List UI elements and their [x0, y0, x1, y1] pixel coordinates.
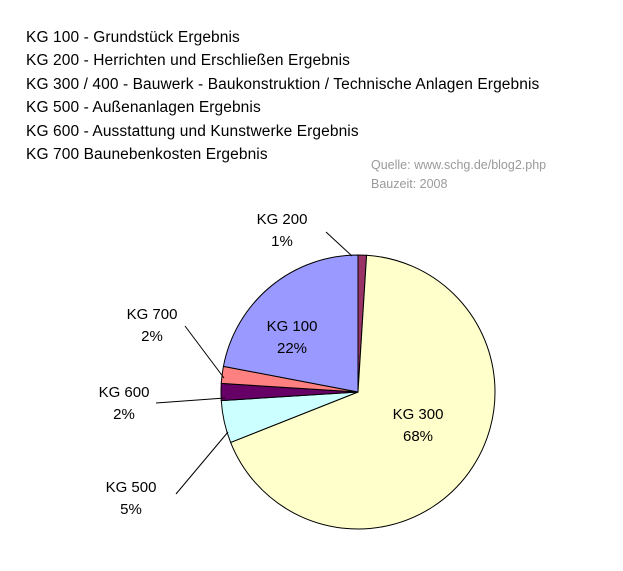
category-list: KG 100 - Grundstück Ergebnis KG 200 - He… — [26, 26, 539, 166]
leader-line — [155, 397, 226, 404]
slice-percent-label: 22% — [277, 340, 307, 357]
slice-name-label: KG 200 — [257, 211, 308, 228]
pie-slice-kg-100 — [222, 254, 359, 393]
slice-percent-label: 1% — [271, 233, 293, 250]
slice-percent-label: 68% — [403, 428, 433, 445]
slice-name-label: KG 300 — [393, 406, 444, 423]
category-item: KG 200 - Herrichten und Erschließen Erge… — [26, 52, 351, 70]
build-year-line: Bauzeit: 2008 — [371, 177, 448, 191]
pie-slice-kg-300 — [229, 254, 496, 530]
slice-name-label: KG 700 — [127, 306, 178, 323]
leader-line — [175, 431, 229, 495]
slice-percent-label: 2% — [141, 328, 163, 345]
category-item: KG 700 Baunebenkosten Ergebnis — [26, 145, 268, 163]
leader-line — [325, 231, 353, 257]
slice-name-label: KG 100 — [267, 318, 318, 335]
category-item: KG 500 - Außenanlagen Ergebnis — [26, 99, 261, 117]
category-item: KG 600 - Ausstattung und Kunstwerke Erge… — [26, 122, 359, 140]
source-note: Quelle: www.schg.de/blog2.php Bauzeit: 2… — [371, 156, 546, 194]
category-item: KG 300 / 400 - Bauwerk - Baukonstruktion… — [26, 75, 540, 93]
slice-percent-label: 2% — [113, 406, 135, 423]
source-line: Quelle: www.schg.de/blog2.php — [371, 158, 547, 172]
slice-name-label: KG 500 — [106, 479, 157, 496]
leader-line — [184, 325, 225, 379]
slice-name-label: KG 600 — [99, 384, 150, 401]
category-item: KG 100 - Grundstück Ergebnis — [26, 29, 240, 46]
slice-percent-label: 5% — [120, 501, 142, 518]
